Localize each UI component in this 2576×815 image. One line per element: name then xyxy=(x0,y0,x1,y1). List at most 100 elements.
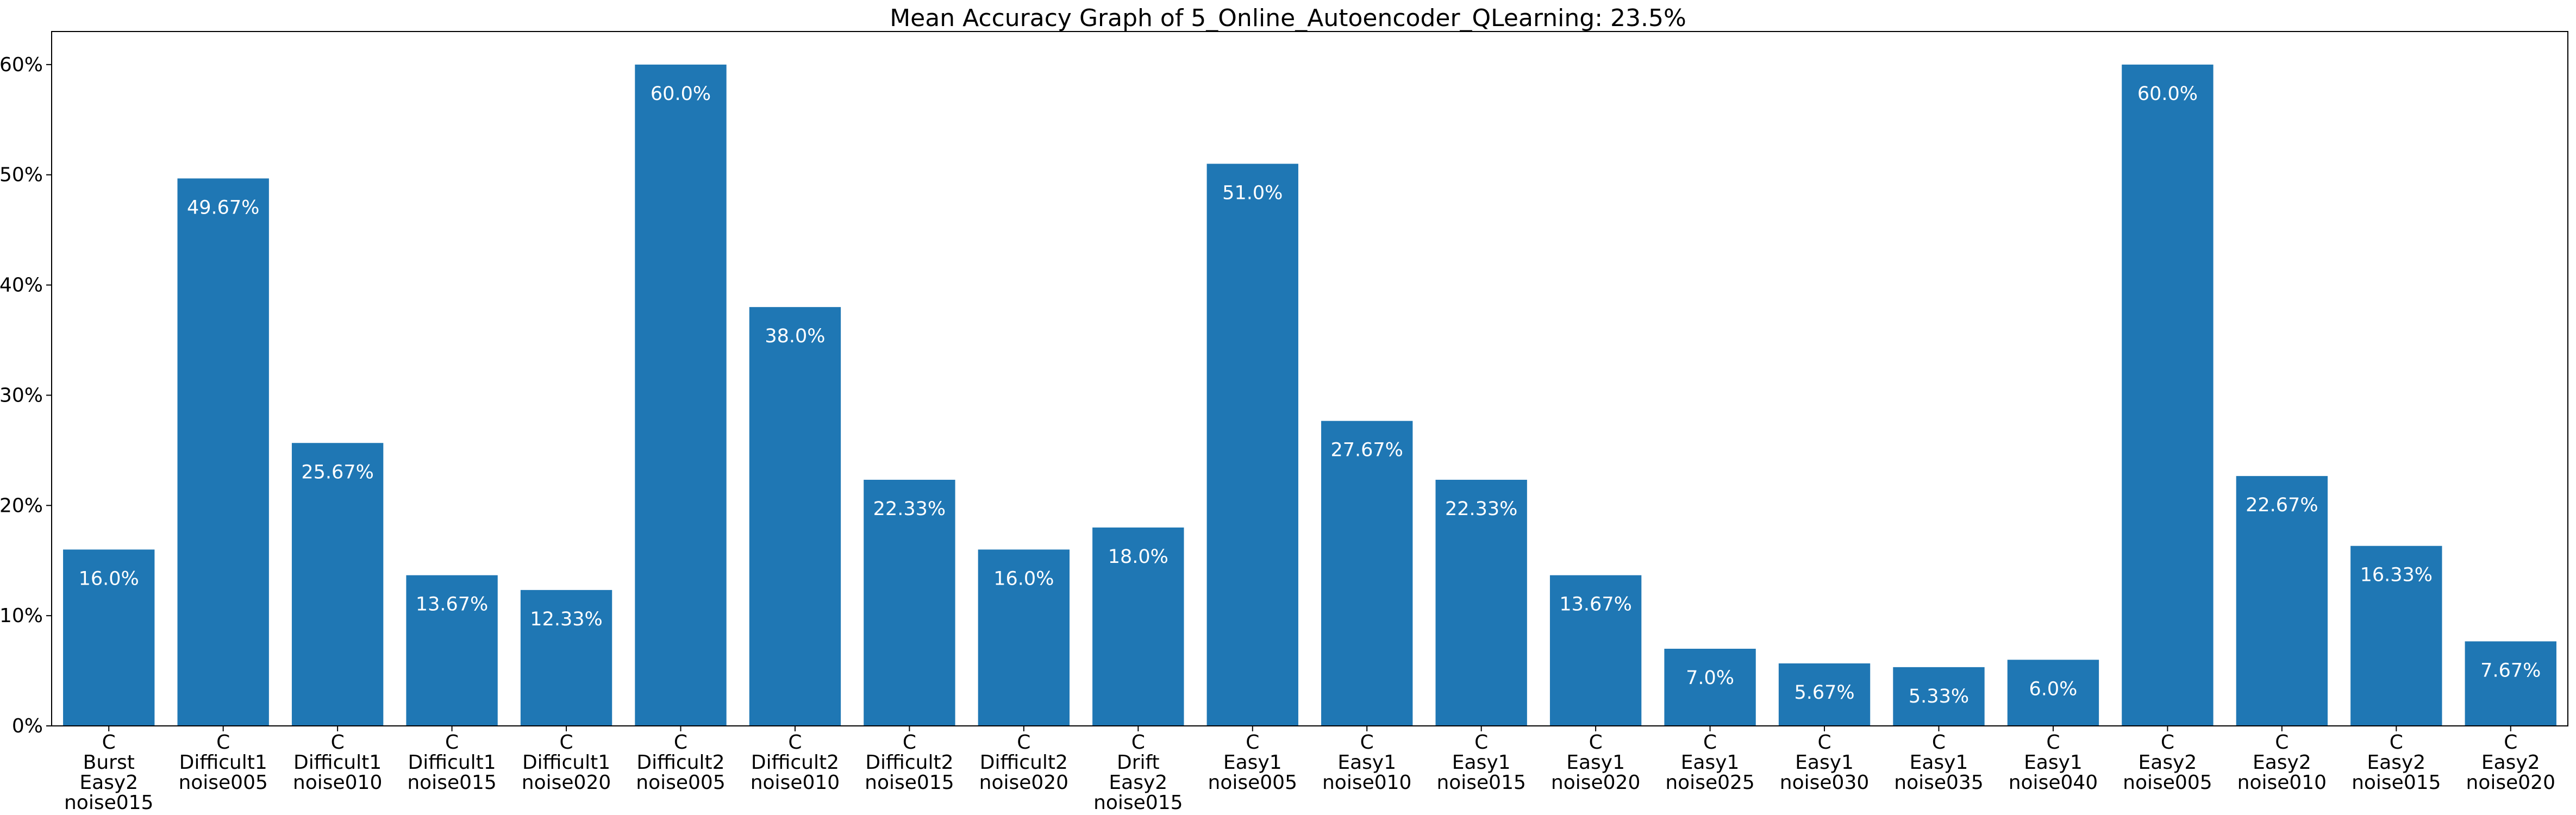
bar xyxy=(2465,641,2556,726)
bar xyxy=(1549,575,1642,726)
bar-value-label: 25.67% xyxy=(301,461,373,483)
x-tick-label-line: C xyxy=(1817,731,1831,754)
x-tick-label-line: Difficult2 xyxy=(636,751,724,774)
bar-value-label: 38.0% xyxy=(765,325,825,347)
bar xyxy=(1893,667,1985,726)
bar xyxy=(2236,476,2328,726)
x-tick-label-line: noise020 xyxy=(522,772,611,794)
x-tick-label-line: noise005 xyxy=(636,772,725,794)
bar-value-label: 16.33% xyxy=(2360,565,2433,586)
y-tick-label: 60% xyxy=(0,54,43,76)
plot-frame xyxy=(51,31,2568,726)
x-tick-label-line: C xyxy=(2161,731,2174,754)
x-tick-label-line: Difficult1 xyxy=(522,751,610,774)
x-tick-label-line: noise010 xyxy=(293,772,382,794)
bar xyxy=(1435,480,1527,726)
x-tick-label-line: Burst xyxy=(83,751,135,774)
bar xyxy=(1321,421,1413,726)
chart-title: Mean Accuracy Graph of 5_Online_Autoenco… xyxy=(890,4,1686,32)
bar xyxy=(749,307,841,726)
bar xyxy=(406,575,498,726)
bar-value-label: 22.67% xyxy=(2246,494,2318,516)
y-tick-label: 20% xyxy=(0,494,43,517)
x-tick-label-line: Easy1 xyxy=(1681,751,1740,774)
x-tick-label-line: Easy1 xyxy=(1452,751,1511,774)
x-tick-label-line: noise020 xyxy=(979,772,1068,794)
x-tick-label-line: C xyxy=(1017,731,1030,754)
bars-group xyxy=(63,64,2556,726)
bar-value-label: 18.0% xyxy=(1108,546,1168,568)
x-tick-label-line: noise015 xyxy=(1093,792,1183,814)
bar xyxy=(291,443,384,726)
x-tick-label-line: noise010 xyxy=(2237,772,2327,794)
x-tick-label-line: Easy1 xyxy=(1223,751,1282,774)
bar-value-label: 13.67% xyxy=(416,594,488,616)
bar-value-label: 60.0% xyxy=(2137,83,2198,105)
bar xyxy=(1778,663,1871,726)
x-tick-label-line: noise025 xyxy=(1665,772,1754,794)
x-tick-label-line: C xyxy=(1246,731,1259,754)
x-tick-label-line: C xyxy=(216,731,230,754)
x-tick-label-line: Easy1 xyxy=(1795,751,1854,774)
bar xyxy=(177,178,269,726)
x-tick-label-line: noise015 xyxy=(1436,772,1525,794)
x-tick-label-line: Easy2 xyxy=(2481,751,2540,774)
bar-value-label: 51.0% xyxy=(1222,182,1283,204)
bar-value-label: 13.67% xyxy=(1559,594,1631,616)
x-tick-label-line: noise010 xyxy=(751,772,840,794)
x-tick-label-line: noise040 xyxy=(2009,772,2098,794)
value-labels-group: 16.0% 49.67% 25.67% 13.67% 12.33% 60.0% 38.0% 2… xyxy=(79,83,2541,707)
bar xyxy=(2122,64,2214,726)
bar xyxy=(2350,546,2442,726)
x-tick-label-line: noise010 xyxy=(1322,772,1411,794)
bar-value-label: 6.0% xyxy=(2029,678,2077,700)
x-tick-label-line: C xyxy=(903,731,916,754)
bar xyxy=(635,64,727,726)
bar-value-label: 22.33% xyxy=(873,498,946,520)
x-tick-label-line: noise030 xyxy=(1780,772,1869,794)
bar xyxy=(864,480,955,726)
x-tick-label-line: Easy2 xyxy=(79,772,138,794)
x-tick-label-line: Easy1 xyxy=(1910,751,1968,774)
x-tick-label-line: C xyxy=(1589,731,1603,754)
bar xyxy=(978,549,1070,726)
bar-value-label: 7.0% xyxy=(1686,667,1734,689)
bar-value-label: 12.33% xyxy=(530,609,602,630)
bar xyxy=(63,549,155,726)
x-tick-label-line: Easy1 xyxy=(1566,751,1625,774)
x-tick-label-line: Drift xyxy=(1117,751,1160,774)
x-tick-label-line: C xyxy=(1131,731,1145,754)
x-tick-label-line: C xyxy=(788,731,802,754)
bar-value-label: 27.67% xyxy=(1330,440,1403,461)
x-tick-label-line: noise015 xyxy=(64,792,153,814)
x-tick-label-line: noise005 xyxy=(1208,772,1297,794)
x-tick-label-line: noise015 xyxy=(407,772,496,794)
x-tick-label-line: C xyxy=(2390,731,2403,754)
x-tick-label-line: C xyxy=(1932,731,1946,754)
y-tick-label: 30% xyxy=(0,384,43,406)
x-tick-label-line: Difficult1 xyxy=(293,751,382,774)
x-tick-label-line: C xyxy=(1360,731,1374,754)
x-tick-label-line: Difficult2 xyxy=(751,751,839,774)
bar-value-label: 5.67% xyxy=(1794,682,1854,704)
y-axis: 0% 10% 20% 30% 40% 50% 60% xyxy=(0,54,52,737)
x-tick-label-line: C xyxy=(331,731,345,754)
x-tick-label-line: Difficult2 xyxy=(980,751,1068,774)
bar xyxy=(2007,660,2099,726)
bar xyxy=(520,590,612,726)
